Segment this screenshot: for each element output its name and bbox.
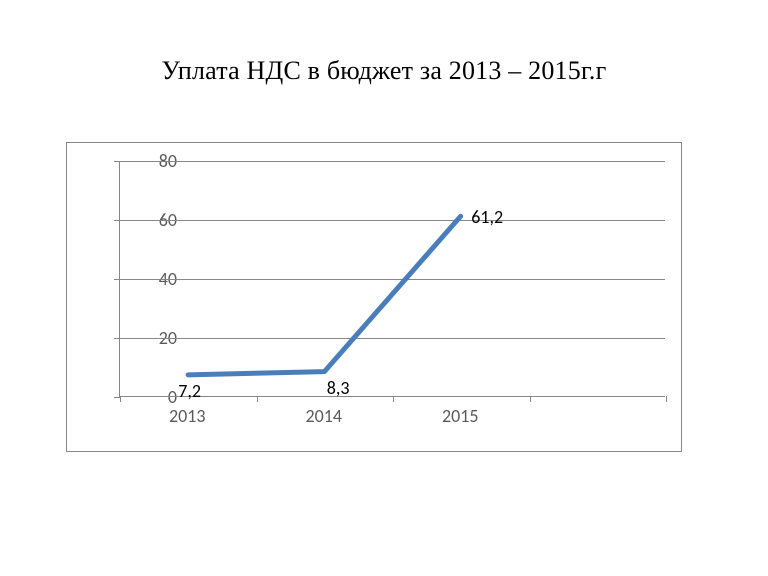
xtick-mark — [120, 396, 121, 402]
xtick-label: 2015 — [442, 405, 479, 427]
chart-title: Уплата НДС в бюджет за 2013 – 2015г.г — [0, 56, 768, 86]
data-label: 8,3 — [327, 377, 350, 399]
xtick-mark — [393, 396, 394, 402]
plot-area: 7,2 8,3 61,2 — [119, 161, 665, 397]
data-label: 61,2 — [471, 206, 503, 228]
xtick-label: 2013 — [169, 405, 206, 427]
xtick-label: 2014 — [306, 405, 343, 427]
chart-frame: 80 60 40 20 0 — [66, 142, 682, 452]
line-series — [120, 161, 665, 396]
xtick-mark — [530, 396, 531, 402]
page-root: Уплата НДС в бюджет за 2013 – 2015г.г 80… — [0, 0, 768, 576]
xtick-mark — [257, 396, 258, 402]
xtick-mark — [666, 396, 667, 402]
data-label: 7,2 — [178, 380, 201, 402]
xtick-row: 2013 2014 2015 — [119, 405, 665, 435]
